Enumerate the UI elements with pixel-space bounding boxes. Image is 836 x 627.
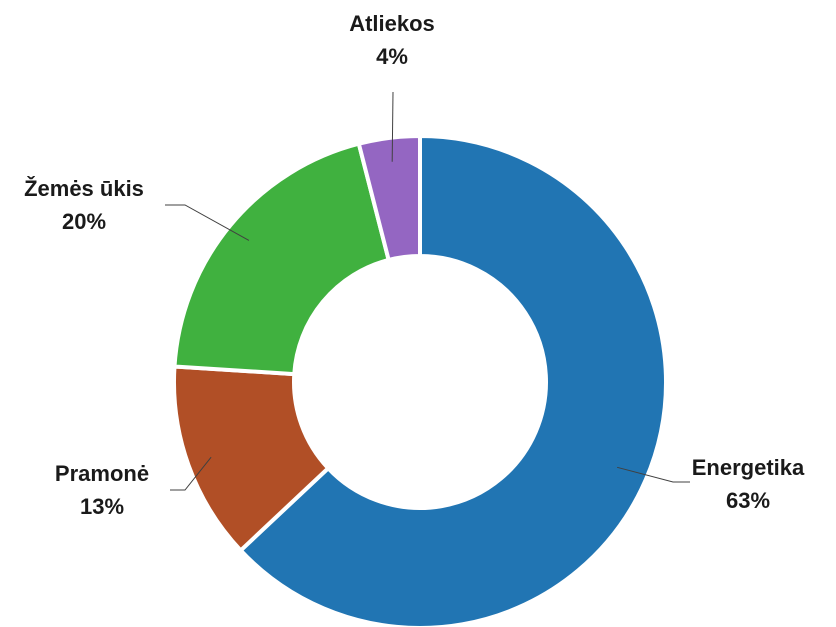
slice-energetika [237,133,668,627]
label-zemes-ukis: Žemės ūkis 20% [24,172,144,238]
leader-energetika [617,466,690,483]
leader-atliekos [391,91,394,162]
leader-pramone [170,456,212,491]
label-pramone-category: Pramonė [54,461,150,486]
leader-lines-group [165,91,690,491]
label-energetika-value: 63% [725,488,771,513]
slice-zemes-ukis [172,141,392,377]
label-atliekos-category: Atliekos [349,11,435,36]
slice-atliekos [356,133,422,263]
label-zemes-ukis-value: 20% [61,209,107,234]
label-zemes-ukis-category: Žemės ūkis [24,176,144,201]
label-pramone-value: 13% [79,494,125,519]
slices-group [172,133,668,627]
label-energetika: Energetika 63% [692,451,805,517]
label-atliekos-value: 4% [376,44,408,69]
leader-zemes-ukis [165,204,250,241]
label-pramone: Pramonė 13% [55,457,149,523]
label-atliekos: Atliekos 4% [349,7,435,73]
label-energetika-category: Energetika [691,455,805,480]
